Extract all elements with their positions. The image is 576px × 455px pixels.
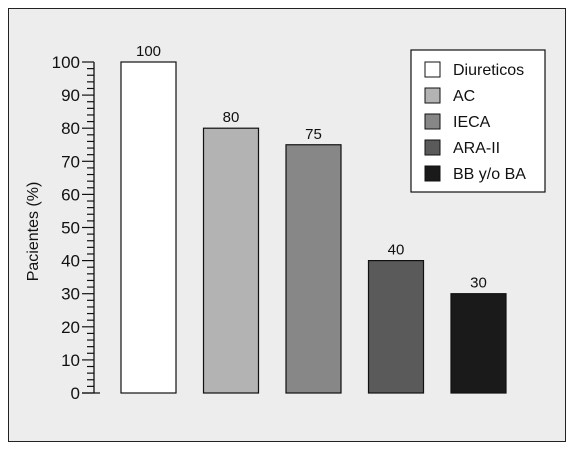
legend-swatch bbox=[424, 87, 441, 104]
legend: Diureticos AC IECA ARA-II BB y/o BA bbox=[410, 49, 546, 193]
y-tick-label: 20 bbox=[61, 318, 80, 337]
data-label: 80 bbox=[223, 109, 240, 126]
data-label: 100 bbox=[136, 43, 161, 60]
legend-label: BB y/o BA bbox=[453, 166, 526, 183]
bar-bb-y-o-ba bbox=[450, 293, 507, 394]
legend-label: IECA bbox=[453, 114, 491, 131]
legend-label: ARA-II bbox=[453, 140, 500, 157]
bar-ac bbox=[202, 127, 260, 394]
y-tick-label: 0 bbox=[71, 384, 80, 403]
y-tick-label: 80 bbox=[61, 119, 80, 138]
bars: 100 80 75 40 30 bbox=[120, 43, 507, 394]
y-tick-label: 100 bbox=[52, 53, 80, 72]
data-label: 40 bbox=[388, 242, 405, 259]
y-tick-label: 50 bbox=[61, 219, 80, 238]
y-tick-label: 30 bbox=[61, 285, 80, 304]
legend-swatch bbox=[424, 165, 441, 182]
legend-swatch bbox=[424, 113, 441, 130]
y-axis: 0 10 20 30 40 50 60 70 80 90 100 bbox=[52, 53, 100, 403]
y-axis-title: Pacientes (%) bbox=[25, 182, 42, 282]
bar-ieca bbox=[285, 144, 342, 394]
data-label: 30 bbox=[470, 275, 487, 292]
bar-ara-ii bbox=[367, 260, 425, 394]
bar-diureticos bbox=[120, 61, 177, 394]
legend-swatch bbox=[424, 61, 441, 78]
data-label: 75 bbox=[305, 126, 322, 143]
legend-label: AC bbox=[453, 88, 475, 105]
y-tick-label: 90 bbox=[61, 86, 80, 105]
y-tick-label: 10 bbox=[61, 351, 80, 370]
y-tick-label: 60 bbox=[61, 185, 80, 204]
legend-label: Diureticos bbox=[453, 62, 524, 79]
legend-swatch bbox=[424, 139, 441, 156]
y-tick-label: 40 bbox=[61, 252, 80, 271]
y-tick-label: 70 bbox=[61, 152, 80, 171]
